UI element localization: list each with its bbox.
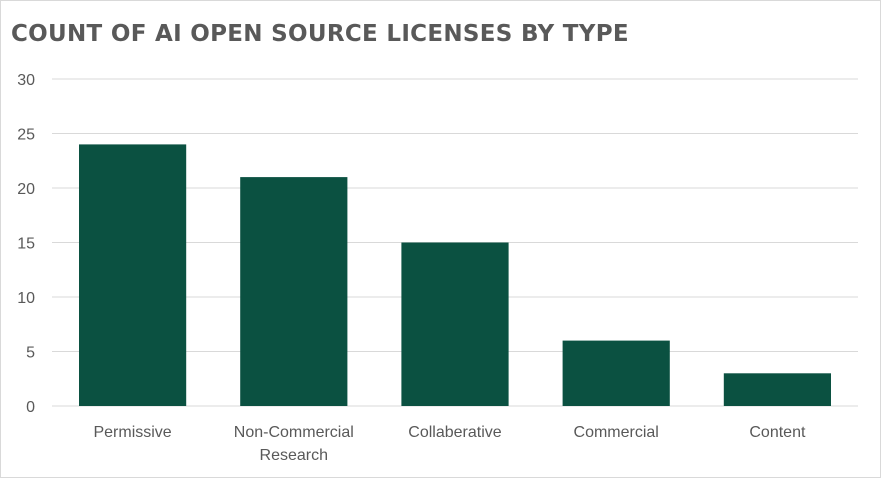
y-tick-label: 10 <box>17 290 35 307</box>
x-category-label: Collaberative <box>408 424 501 441</box>
bar <box>79 144 187 406</box>
y-tick-label: 25 <box>17 127 35 144</box>
y-tick-label: 30 <box>17 72 35 89</box>
bar <box>562 340 670 406</box>
chart-title: COUNT OF AI OPEN SOURCE LICENSES BY TYPE <box>11 21 629 47</box>
x-category-label: Content <box>749 424 806 441</box>
bar <box>401 242 509 406</box>
y-tick-label: 15 <box>17 236 35 253</box>
x-category-label: Commercial <box>574 424 659 441</box>
bar <box>240 177 348 406</box>
y-tick-label: 5 <box>26 345 35 362</box>
x-category-label: Research <box>260 447 328 464</box>
y-tick-label: 0 <box>26 399 35 416</box>
x-category-label: Non-Commercial <box>234 424 354 441</box>
y-tick-label: 20 <box>17 181 35 198</box>
x-category-label: Permissive <box>93 424 171 441</box>
bar <box>723 373 831 406</box>
